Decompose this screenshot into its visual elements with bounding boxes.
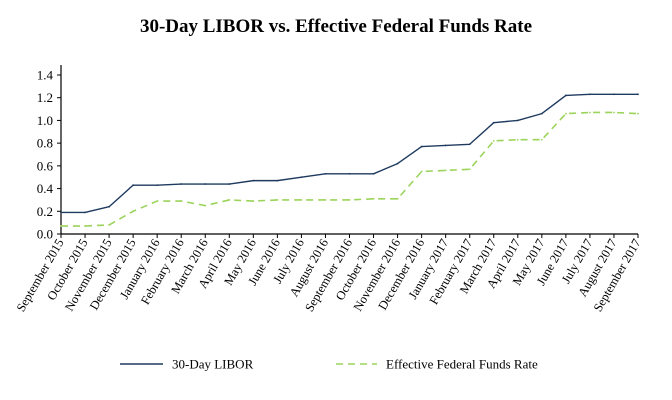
series-line-2: [61, 111, 639, 227]
legend: 30-Day LIBOR Effective Federal Funds Rate: [120, 357, 538, 372]
data-point: [204, 183, 207, 185]
data-point: [132, 184, 135, 187]
data-point: [300, 199, 303, 201]
data-point: [132, 210, 135, 213]
data-point: [396, 197, 399, 200]
data-point: [156, 184, 159, 187]
y-tick-label: 1.4: [37, 68, 54, 83]
data-point: [252, 179, 255, 182]
data-point: [84, 211, 86, 214]
data-point: [564, 94, 567, 97]
data-point: [444, 169, 447, 172]
data-point: [540, 112, 543, 115]
data-point: [564, 112, 567, 115]
y-tick-label: 0.0: [37, 227, 53, 242]
data-point: [348, 199, 351, 201]
data-point: [468, 143, 471, 146]
data-point: [589, 111, 591, 114]
data-point: [468, 168, 471, 171]
y-tick-label: 1.2: [37, 90, 53, 105]
data-point: [276, 179, 279, 182]
data-point: [589, 93, 591, 96]
data-point: [613, 111, 615, 114]
data-point: [492, 139, 495, 142]
data-point: [300, 176, 303, 179]
y-tick-label: 0.4: [37, 181, 54, 196]
data-point: [372, 172, 375, 175]
y-tick-label: 0.8: [37, 136, 53, 151]
data-point: [637, 112, 639, 115]
data-point: [84, 225, 86, 227]
data-point: [108, 224, 110, 226]
data-point: [444, 144, 447, 147]
y-tick-label: 0.6: [37, 158, 54, 173]
legend-label: 30-Day LIBOR: [172, 357, 254, 372]
data-point: [348, 172, 351, 175]
data-point: [180, 183, 183, 185]
data-point: [613, 93, 615, 96]
y-tick-label: 1.0: [37, 113, 53, 128]
data-point: [324, 199, 327, 201]
data-point: [540, 138, 543, 141]
data-point: [324, 172, 327, 175]
data-point: [276, 199, 279, 201]
series-line-1: [61, 93, 638, 214]
data-point: [108, 205, 110, 208]
data-point: [60, 225, 62, 227]
data-point: [516, 138, 519, 141]
data-point: [156, 200, 159, 202]
data-point: [516, 119, 519, 122]
data-point: [228, 199, 231, 201]
data-point: [252, 200, 255, 202]
data-point: [204, 204, 207, 207]
legend-label: Effective Federal Funds Rate: [386, 357, 538, 372]
data-point: [228, 183, 231, 185]
data-point: [372, 197, 375, 200]
data-point: [396, 162, 399, 165]
data-point: [60, 211, 62, 214]
data-point: [420, 145, 423, 148]
chart-title: 30-Day LIBOR vs. Effective Federal Funds…: [140, 16, 532, 37]
data-point: [180, 200, 183, 202]
data-point: [492, 121, 495, 124]
y-tick-label: 0.2: [37, 204, 53, 219]
data-point: [637, 93, 639, 96]
series-layer: [60, 93, 639, 227]
data-point: [420, 170, 423, 173]
